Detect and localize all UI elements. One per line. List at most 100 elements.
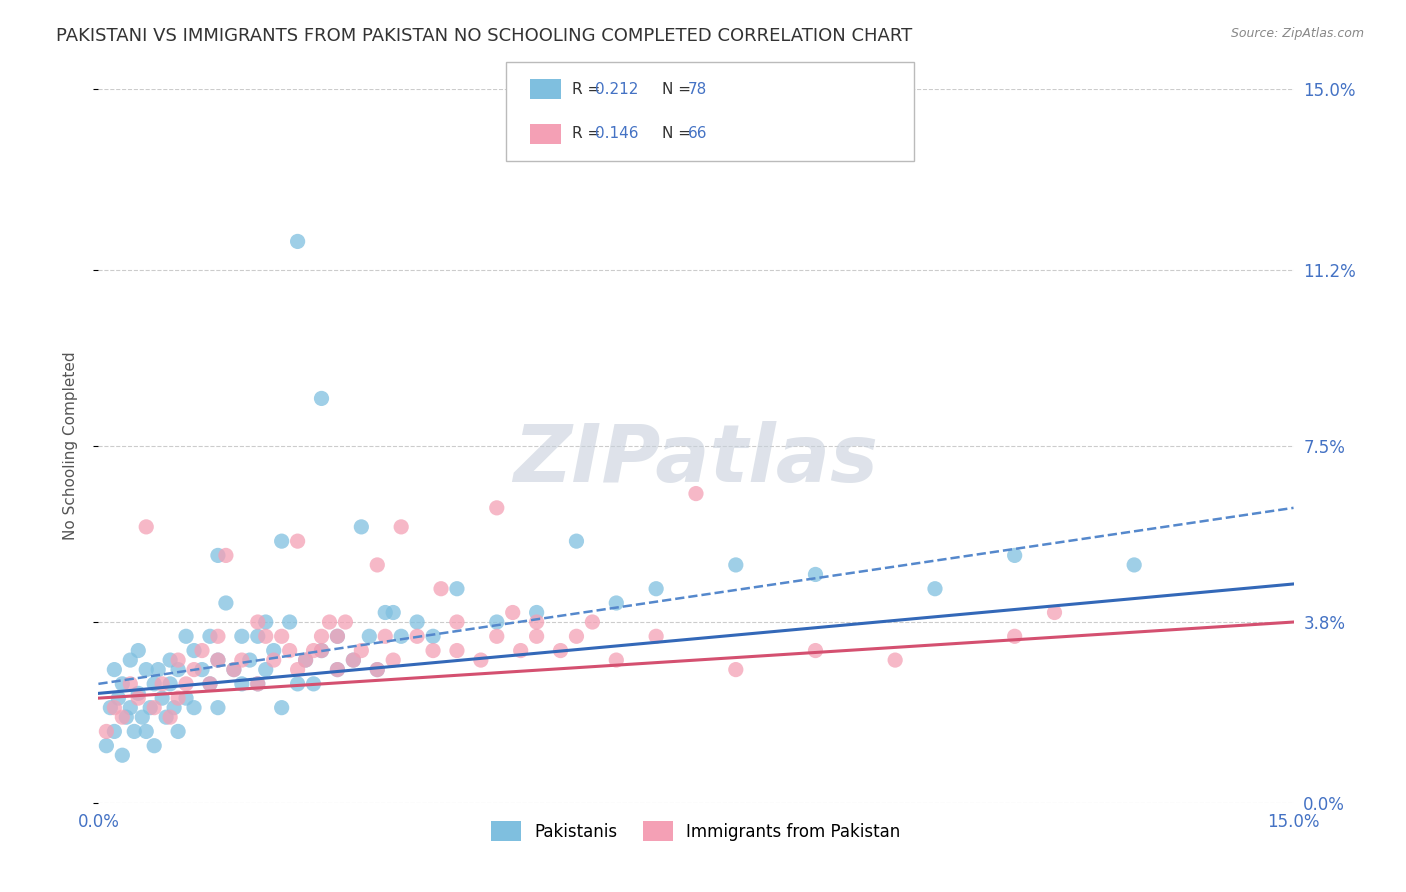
Point	[111, 677, 134, 691]
Point	[198, 677, 221, 691]
Text: N =: N =	[662, 82, 696, 96]
Point	[115, 710, 138, 724]
Point	[374, 629, 396, 643]
Point	[485, 615, 508, 629]
Point	[246, 677, 269, 691]
Point	[446, 582, 468, 596]
Point	[135, 663, 157, 677]
Point	[335, 615, 357, 629]
Point	[924, 582, 946, 596]
Point	[254, 629, 277, 643]
Point	[509, 643, 531, 657]
Text: 0.146: 0.146	[595, 127, 638, 141]
Point	[263, 653, 285, 667]
Point	[96, 724, 118, 739]
Point	[231, 677, 253, 691]
Point	[246, 677, 269, 691]
Point	[374, 606, 396, 620]
Point	[135, 724, 157, 739]
Point	[127, 643, 149, 657]
Point	[1004, 549, 1026, 563]
Point	[215, 596, 238, 610]
Point	[550, 643, 572, 657]
Point	[287, 677, 309, 691]
Point	[342, 653, 364, 667]
Point	[446, 643, 468, 657]
Point	[287, 534, 309, 549]
Point	[207, 653, 229, 667]
Point	[270, 629, 292, 643]
Point	[724, 663, 747, 677]
Point	[366, 663, 388, 677]
Point	[302, 643, 325, 657]
Point	[254, 615, 277, 629]
Point	[804, 567, 827, 582]
Point	[685, 486, 707, 500]
Point	[103, 663, 125, 677]
Point	[359, 629, 381, 643]
Text: ZIPatlas: ZIPatlas	[513, 421, 879, 500]
Point	[318, 615, 340, 629]
Point	[884, 653, 907, 667]
Text: Source: ZipAtlas.com: Source: ZipAtlas.com	[1230, 27, 1364, 40]
Point	[231, 653, 253, 667]
Point	[326, 629, 349, 643]
Text: 0.212: 0.212	[595, 82, 638, 96]
Point	[270, 534, 292, 549]
Point	[107, 691, 129, 706]
Point	[1123, 558, 1146, 572]
Point	[526, 615, 548, 629]
Point	[366, 558, 388, 572]
Point	[382, 653, 405, 667]
Point	[191, 643, 214, 657]
Point	[422, 643, 444, 657]
Point	[207, 629, 229, 643]
Point	[406, 629, 429, 643]
Point	[645, 582, 668, 596]
Point	[605, 653, 627, 667]
Point	[263, 643, 285, 657]
Point	[1043, 606, 1066, 620]
Point	[294, 653, 316, 667]
Point	[350, 520, 373, 534]
Point	[103, 724, 125, 739]
Point	[198, 629, 221, 643]
Point	[270, 700, 292, 714]
Point	[120, 677, 142, 691]
Point	[645, 629, 668, 643]
Point	[342, 653, 364, 667]
Point	[120, 700, 142, 714]
Point	[222, 663, 245, 677]
Point	[111, 710, 134, 724]
Point	[446, 615, 468, 629]
Point	[382, 606, 405, 620]
Point	[124, 724, 146, 739]
Text: N =: N =	[662, 127, 696, 141]
Point	[430, 582, 453, 596]
Point	[191, 663, 214, 677]
Point	[167, 691, 190, 706]
Point	[143, 700, 166, 714]
Point	[148, 663, 170, 677]
Point	[406, 615, 429, 629]
Point	[127, 686, 149, 700]
Point	[326, 629, 349, 643]
Point	[326, 663, 349, 677]
Point	[174, 629, 197, 643]
Point	[485, 629, 508, 643]
Point	[131, 710, 153, 724]
Point	[174, 677, 197, 691]
Point	[159, 710, 181, 724]
Point	[1004, 629, 1026, 643]
Point	[183, 700, 205, 714]
Point	[120, 653, 142, 667]
Point	[222, 663, 245, 677]
Text: PAKISTANI VS IMMIGRANTS FROM PAKISTAN NO SCHOOLING COMPLETED CORRELATION CHART: PAKISTANI VS IMMIGRANTS FROM PAKISTAN NO…	[56, 27, 912, 45]
Point	[127, 691, 149, 706]
Point	[155, 710, 177, 724]
Point	[502, 606, 524, 620]
Point	[605, 596, 627, 610]
Point	[278, 643, 301, 657]
Point	[103, 700, 125, 714]
Point	[183, 643, 205, 657]
